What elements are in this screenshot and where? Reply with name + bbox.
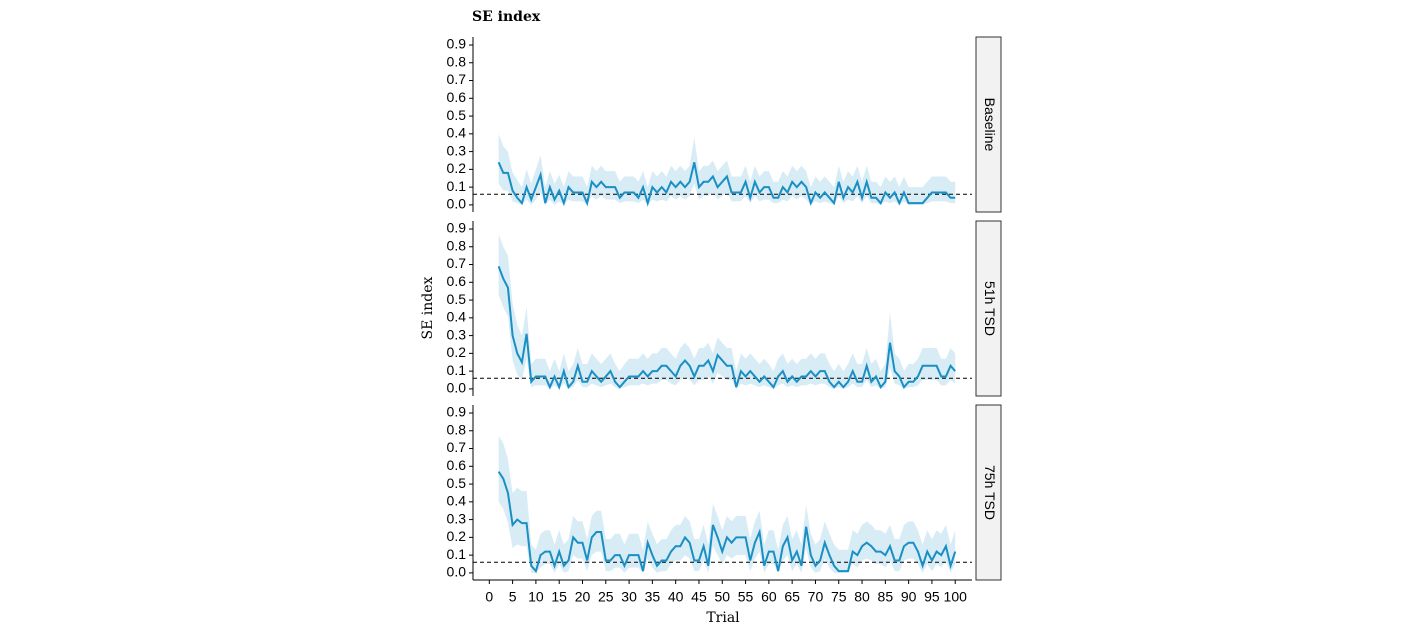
x-tick-label: 60 bbox=[761, 589, 777, 605]
chart-title: SE index bbox=[472, 9, 541, 25]
facet-strip bbox=[975, 404, 1002, 581]
y-tick-label: 0.1 bbox=[447, 178, 467, 194]
y-tick-label: 0.6 bbox=[447, 89, 467, 105]
facet-label: 51h TSD bbox=[982, 281, 998, 336]
y-tick-label: 0.9 bbox=[447, 404, 467, 420]
x-tick-label: 0 bbox=[485, 589, 493, 605]
y-tick-label: 0.2 bbox=[447, 528, 467, 544]
y-tick-label: 0.4 bbox=[447, 493, 467, 509]
y-tick-label: 0.1 bbox=[447, 546, 467, 562]
x-tick-label: 45 bbox=[691, 589, 707, 605]
facet-label: Baseline bbox=[982, 98, 998, 152]
y-tick-label: 0.7 bbox=[447, 71, 467, 87]
x-tick-label: 40 bbox=[668, 589, 684, 605]
y-tick-label: 0.0 bbox=[447, 196, 467, 212]
facet-label: 75h TSD bbox=[982, 465, 998, 520]
y-tick-label: 0.8 bbox=[447, 53, 467, 69]
x-tick-label: 5 bbox=[509, 589, 517, 605]
x-tick-label: 30 bbox=[621, 589, 637, 605]
y-tick-label: 0.2 bbox=[447, 344, 467, 360]
x-tick-label: 100 bbox=[944, 589, 968, 605]
data-line bbox=[497, 265, 956, 391]
y-tick-label: 0.8 bbox=[447, 421, 467, 437]
y-tick-label: 0.7 bbox=[447, 255, 467, 271]
y-axis-label: SE index bbox=[420, 276, 436, 339]
x-tick-label: 65 bbox=[784, 589, 800, 605]
x-tick-label: 55 bbox=[738, 589, 754, 605]
y-tick-label: 0.5 bbox=[447, 107, 467, 123]
x-tick-label: 35 bbox=[645, 589, 661, 605]
y-tick-label: 0.4 bbox=[447, 125, 467, 141]
x-tick-label: 15 bbox=[551, 589, 567, 605]
y-tick-label: 0.0 bbox=[447, 380, 467, 396]
y-tick-label: 0.9 bbox=[447, 220, 467, 236]
y-tick-label: 0.2 bbox=[447, 160, 467, 176]
confidence-band bbox=[498, 436, 956, 573]
y-tick-label: 0.0 bbox=[447, 564, 467, 580]
x-tick-label: 75 bbox=[831, 589, 847, 605]
y-tick-label: 0.8 bbox=[447, 237, 467, 253]
y-tick-label: 0.6 bbox=[447, 457, 467, 473]
x-tick-label: 95 bbox=[924, 589, 940, 605]
x-tick-label: 10 bbox=[528, 589, 544, 605]
y-tick-label: 0.6 bbox=[447, 273, 467, 289]
facet-strip bbox=[975, 36, 1002, 213]
x-axis-label: Trial bbox=[706, 610, 740, 626]
x-tick-label: 80 bbox=[854, 589, 870, 605]
x-tick-label: 20 bbox=[575, 589, 591, 605]
x-tick-label: 70 bbox=[808, 589, 824, 605]
x-tick-label: 90 bbox=[901, 589, 917, 605]
data-line bbox=[497, 471, 957, 574]
facet-strip bbox=[975, 220, 1002, 397]
y-tick-label: 0.7 bbox=[447, 439, 467, 455]
y-tick-label: 0.1 bbox=[447, 362, 467, 378]
confidence-band bbox=[498, 234, 956, 389]
y-tick-label: 0.5 bbox=[447, 475, 467, 491]
x-tick-label: 85 bbox=[878, 589, 894, 605]
y-tick-label: 0.5 bbox=[447, 291, 467, 307]
x-tick-label: 50 bbox=[714, 589, 730, 605]
data-line bbox=[497, 161, 956, 207]
y-tick-label: 0.3 bbox=[447, 326, 467, 342]
y-tick-label: 0.3 bbox=[447, 510, 467, 526]
y-tick-label: 0.9 bbox=[447, 36, 467, 52]
y-tick-label: 0.3 bbox=[447, 142, 467, 158]
x-tick-label: 25 bbox=[598, 589, 614, 605]
y-tick-label: 0.4 bbox=[447, 309, 467, 325]
